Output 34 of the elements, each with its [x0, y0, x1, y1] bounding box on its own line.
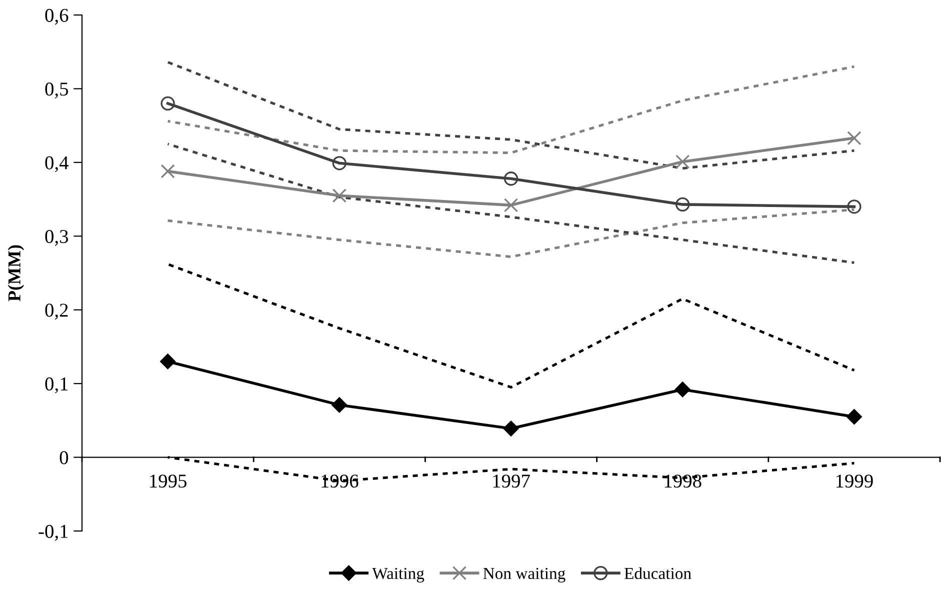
point: [160, 354, 176, 370]
point: [503, 420, 519, 436]
legend-label: Education: [624, 567, 692, 580]
point: [332, 156, 346, 170]
point: [504, 172, 518, 186]
point: [847, 200, 862, 214]
legend-label: Waiting: [372, 568, 424, 582]
y-tick-label: 0,2: [45, 304, 68, 320]
point: [847, 131, 862, 146]
point: [674, 382, 690, 398]
x-tick-label: 1999: [836, 474, 873, 488]
y-tick-label: 0,1: [45, 377, 68, 394]
y-tick-label: 0: [60, 451, 68, 464]
y-axis-title: P(MM): [8, 245, 24, 302]
y-tick-label: -0,1: [38, 524, 68, 541]
line-series: [166, 142, 856, 264]
point: [676, 197, 690, 212]
point: [332, 397, 348, 413]
legend-label: Non waiting: [483, 568, 566, 582]
point: [846, 409, 862, 424]
point: [332, 188, 346, 203]
y-tick-label: 0,5: [45, 82, 68, 98]
point: [504, 198, 518, 212]
y-tick-label: 0,3: [45, 230, 68, 246]
point: [160, 164, 175, 178]
line-series: [166, 262, 856, 389]
x-tick-label: 1997: [493, 474, 530, 488]
y-tick-label: 0,4: [45, 156, 68, 172]
line-series: [166, 60, 856, 170]
x-tick-label: 1995: [150, 474, 186, 488]
line-series: [166, 65, 856, 154]
y-tick-label: 0,6: [45, 8, 68, 25]
point: [160, 96, 175, 111]
point: [676, 154, 690, 169]
